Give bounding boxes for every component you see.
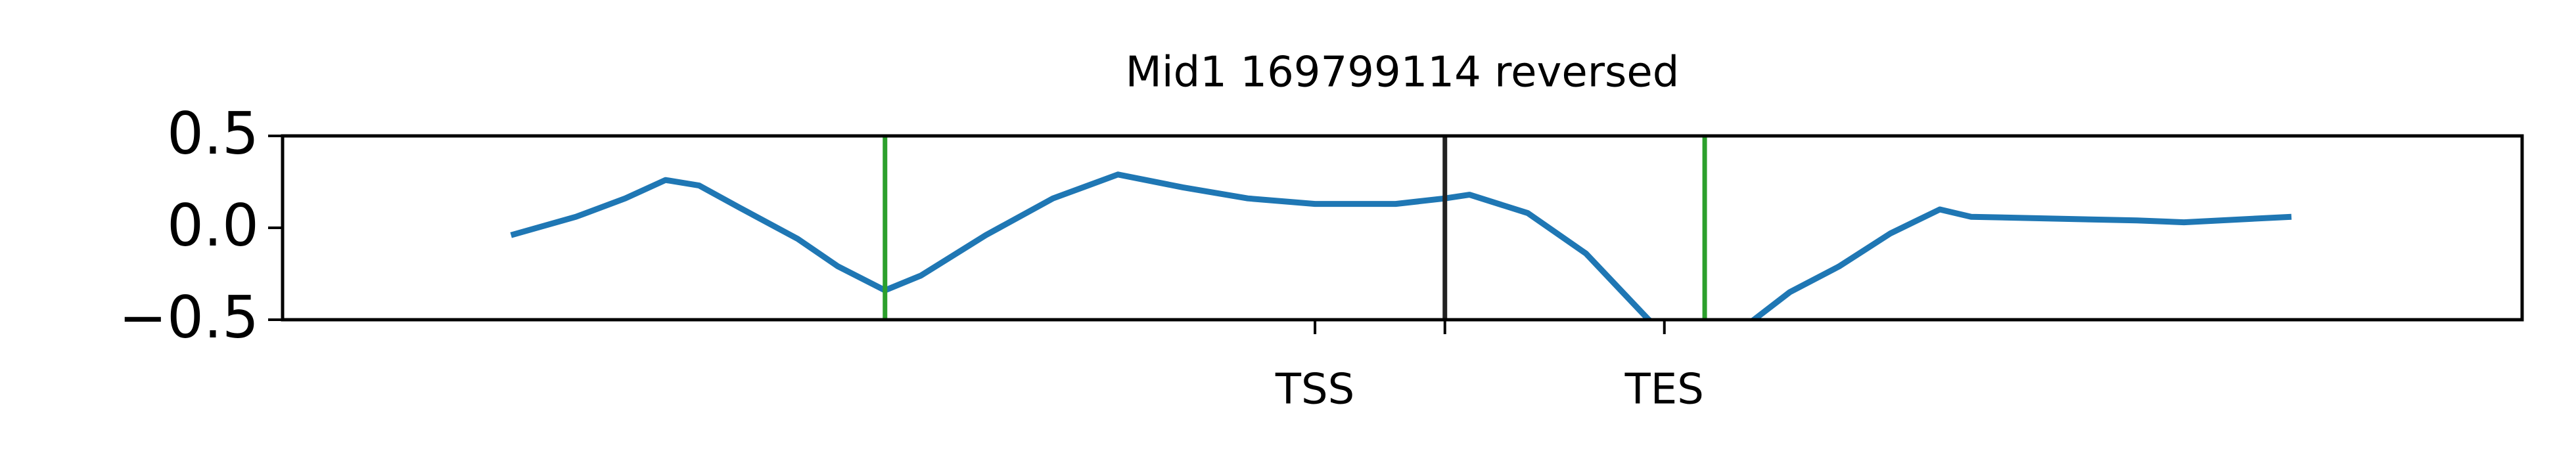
line-series [510, 171, 2292, 320]
y-tick-label: −0.5 [118, 284, 259, 351]
axes-frame [281, 134, 2524, 322]
y-tick-label: 0.0 [167, 192, 259, 259]
chart-title: Mid1 169799114 reversed [1126, 49, 1680, 97]
y-tick-label: 0.5 [167, 100, 259, 167]
x-tick-label: TSS [1275, 366, 1354, 414]
plot-area [510, 171, 2292, 320]
x-tick-label: TES [1624, 366, 1704, 414]
